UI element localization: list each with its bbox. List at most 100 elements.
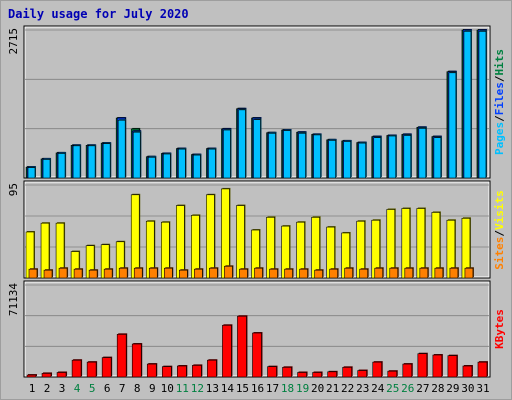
bar-sites (314, 269, 323, 279)
bar-kbytes (56, 372, 67, 378)
bar-pages (208, 148, 216, 179)
bar-sites (344, 267, 353, 279)
x-tick-label: 11 (176, 382, 189, 395)
bar-sites (103, 268, 113, 279)
x-tick-label: 17 (266, 382, 279, 395)
x-tick-label: 21 (326, 382, 339, 395)
x-tick-label: 13 (206, 382, 219, 395)
bar-pages (253, 119, 261, 179)
x-tick-label: 29 (446, 382, 459, 395)
bar-pages (147, 156, 156, 179)
bar-pages (403, 135, 412, 179)
bar-pages (72, 145, 81, 179)
bar-sites (148, 267, 158, 279)
legend-kbytes: KBytes (493, 309, 506, 349)
bar-pages (358, 142, 367, 179)
bar-kbytes (462, 365, 473, 378)
bar-visits (311, 217, 320, 279)
bar-pages (193, 154, 201, 179)
x-tick-label: 23 (356, 382, 369, 395)
bar-visits (130, 194, 140, 279)
bar-kbytes (161, 366, 172, 378)
bar-pages (178, 148, 186, 179)
legend-visits-sites: Sites/Visits (493, 190, 506, 270)
bar-kbytes (357, 370, 368, 378)
bar-kbytes (432, 354, 443, 378)
bar-sites (194, 268, 203, 279)
bar-sites (269, 268, 278, 279)
x-tick-label: 18 (281, 382, 294, 395)
bar-sites (179, 269, 188, 279)
bar-sites (239, 268, 248, 279)
bar-pages (238, 109, 246, 179)
bar-sites (464, 267, 474, 279)
legend-item-files: Files (493, 82, 506, 115)
bar-pages (388, 135, 397, 179)
bar-kbytes (41, 373, 52, 378)
legend-separator: / (493, 115, 506, 122)
bar-sites (374, 267, 384, 279)
bar-pages (373, 137, 382, 179)
bar-pages (343, 141, 351, 179)
bar-pages (418, 128, 427, 179)
bar-kbytes (327, 371, 337, 378)
bar-sites (58, 267, 68, 279)
bar-pages (313, 134, 321, 179)
panel-kbytes: 71134 KBytes (7, 280, 506, 378)
bar-pages (223, 129, 231, 179)
x-tick-label: 25 (386, 382, 399, 395)
x-tick-label: 7 (119, 382, 126, 395)
bar-sites (434, 267, 444, 279)
bar-pages (433, 137, 442, 179)
bar-visits (176, 205, 185, 279)
bar-kbytes (402, 363, 413, 378)
bar-pages (298, 133, 306, 179)
bar-pages (57, 153, 66, 179)
y-max-label: 2715 (7, 28, 20, 55)
y-max-label: 95 (7, 183, 20, 196)
x-tick-label: 30 (461, 382, 474, 395)
x-tick-label: 4 (74, 382, 81, 395)
legend-item-kbytes: KBytes (493, 309, 506, 349)
x-tick-label: 28 (431, 382, 444, 395)
bar-kbytes (372, 361, 383, 378)
x-tick-label: 27 (416, 382, 429, 395)
bar-sites (419, 267, 429, 279)
x-tick-label: 16 (251, 382, 264, 395)
x-tick-label: 26 (401, 382, 414, 395)
x-tick-label: 2 (44, 382, 51, 395)
y-max-label: 71134 (7, 283, 20, 316)
legend-separator: / (493, 75, 506, 82)
bar-sites (299, 268, 308, 279)
x-tick-label: 24 (371, 382, 385, 395)
bar-kbytes (222, 324, 232, 378)
bar-kbytes (26, 374, 37, 378)
bar-pages (268, 133, 276, 179)
bar-pages (448, 72, 457, 179)
x-tick-label: 12 (191, 382, 204, 395)
bar-pages (478, 31, 487, 179)
bar-visits (206, 194, 215, 279)
x-tick-label: 31 (476, 382, 489, 395)
bar-sites (88, 269, 98, 279)
bar-sites (449, 267, 459, 279)
bar-pages (283, 130, 291, 179)
x-tick-label: 5 (89, 382, 96, 395)
bar-sites (254, 267, 263, 279)
legend-item-hits: Hits (493, 49, 506, 76)
x-tick-label: 22 (341, 382, 354, 395)
bar-kbytes (207, 359, 217, 378)
bar-visits (236, 205, 245, 279)
bar-pages (87, 145, 96, 179)
x-tick-label: 10 (161, 382, 174, 395)
bar-pages (162, 153, 171, 179)
bar-sites (209, 267, 218, 279)
bar-sites (389, 267, 399, 279)
bar-sites (284, 268, 293, 279)
bar-kbytes (342, 366, 352, 378)
bar-kbytes (252, 332, 262, 378)
x-tick-label: 14 (221, 382, 235, 395)
legend-separator: / (493, 230, 506, 237)
legend-item-sites: Sites (493, 237, 506, 270)
